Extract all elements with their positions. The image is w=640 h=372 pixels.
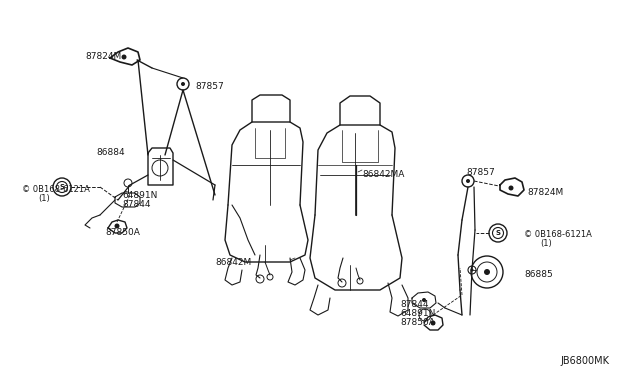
Text: 87844: 87844 [122,200,150,209]
Circle shape [122,55,127,60]
Text: 87850A: 87850A [105,228,140,237]
Text: 86842M: 86842M [215,258,252,267]
Text: 64891N: 64891N [400,309,435,318]
Text: 87850A: 87850A [400,318,435,327]
Text: 86885: 86885 [524,270,553,279]
Circle shape [422,298,426,302]
Circle shape [181,82,185,86]
Text: S: S [60,184,65,190]
Text: 86842MA: 86842MA [362,170,404,179]
Circle shape [509,186,513,190]
Circle shape [56,182,67,192]
Circle shape [115,224,120,228]
Text: (1): (1) [38,194,50,203]
Text: © 0B168-6121A: © 0B168-6121A [22,185,90,194]
Circle shape [470,269,474,272]
Text: 87844: 87844 [400,300,429,309]
Circle shape [484,269,490,275]
Circle shape [466,179,470,183]
Text: 87824M: 87824M [527,188,563,197]
Text: S: S [495,230,500,236]
Text: 64891N: 64891N [122,191,157,200]
Circle shape [493,228,504,238]
Text: © 0B168-6121A: © 0B168-6121A [524,230,592,239]
Text: JB6800MK: JB6800MK [560,356,609,366]
Text: (1): (1) [540,239,552,248]
Text: 86884: 86884 [96,148,125,157]
Text: 87824M: 87824M [85,52,121,61]
Text: 87857: 87857 [466,168,495,177]
Circle shape [431,321,435,326]
Text: 87857: 87857 [195,82,224,91]
